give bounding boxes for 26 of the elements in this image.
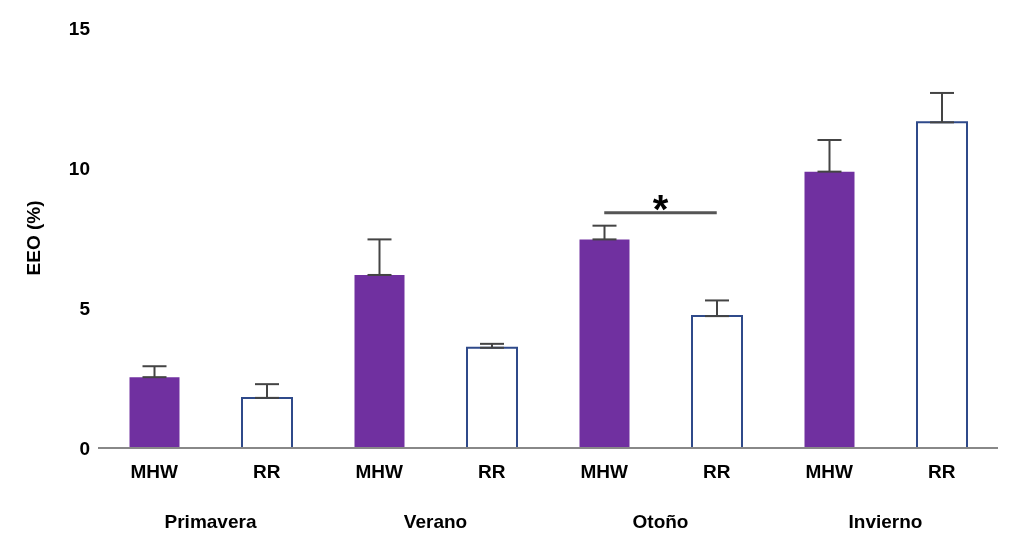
x-tick-label: MHW — [355, 461, 404, 482]
bar — [129, 377, 180, 448]
y-tick-label: 15 — [68, 17, 91, 39]
y-tick-label: 5 — [79, 297, 91, 319]
x-tick-label: MHW — [805, 461, 854, 482]
text: Verano — [403, 511, 468, 532]
x-tick-label: RR — [253, 461, 281, 482]
x-tick-label: RR — [928, 461, 956, 482]
bar — [466, 346, 518, 448]
bar — [241, 396, 293, 448]
text: Primavera — [164, 511, 257, 532]
bar — [354, 274, 405, 448]
x-tick-label: MHW — [580, 461, 629, 482]
text: Invierno — [848, 511, 923, 532]
bar — [579, 239, 630, 448]
x-tick-label: RR — [478, 461, 506, 482]
y-tick-label: 10 — [68, 157, 90, 179]
y-axis-title: EEO (%) — [22, 200, 44, 276]
x-tick-label: RR — [703, 461, 731, 482]
text: Otoño — [632, 511, 689, 532]
y-tick-label: 0 — [79, 437, 90, 459]
x-tick-label: MHW — [130, 461, 179, 482]
bar — [804, 171, 855, 448]
bar — [916, 121, 968, 448]
bar — [691, 315, 743, 448]
annotation: * — [652, 186, 669, 231]
